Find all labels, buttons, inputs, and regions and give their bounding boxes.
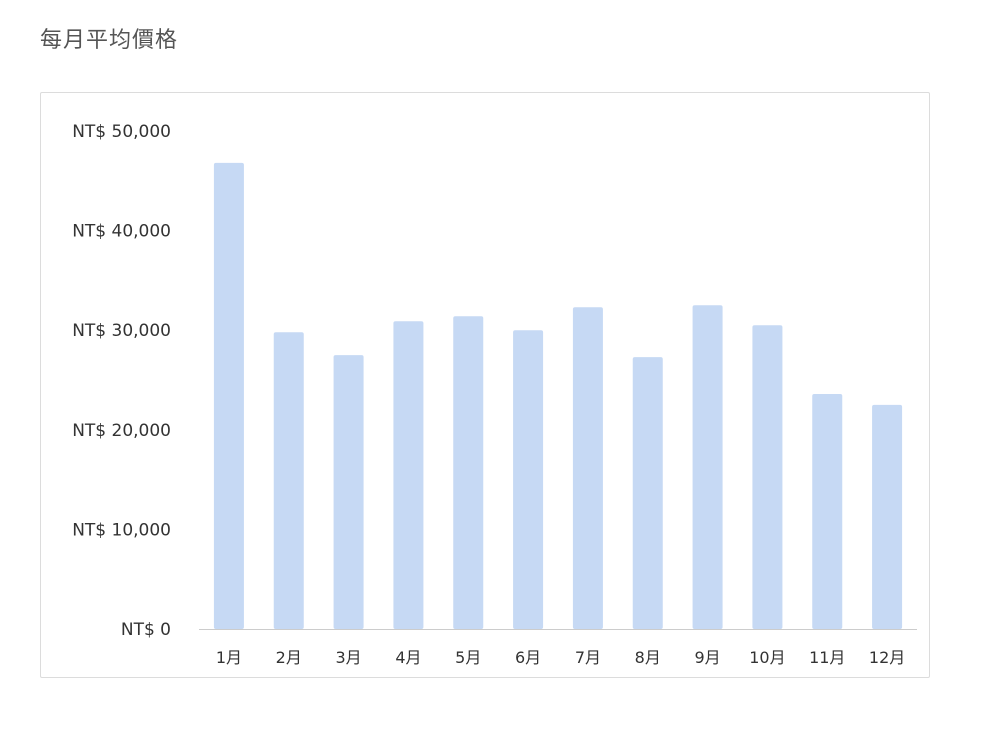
y-tick-label: NT$ 20,000 — [72, 421, 171, 441]
chart-card: NT$ 0 NT$ 10,000 NT$ 20,000 NT$ 30,000 NT$ 4… — [40, 92, 930, 678]
x-tick-label: 9月 — [694, 648, 720, 667]
x-tick-label: 10月 — [749, 648, 785, 667]
bar-chart: NT$ 0 NT$ 10,000 NT$ 20,000 NT$ 30,000 NT$ 4… — [72, 122, 917, 667]
y-tick-label: NT$ 30,000 — [72, 321, 171, 341]
section-title: 每月平均價格 — [40, 28, 179, 53]
y-tick-label: NT$ 50,000 — [72, 122, 171, 142]
x-tick-label: 1月 — [216, 648, 242, 667]
bar[interactable] — [692, 305, 723, 629]
bar[interactable] — [572, 307, 603, 629]
x-tick-label: 11月 — [809, 648, 845, 667]
x-tick-label: 4月 — [395, 648, 421, 667]
x-tick-label: 2月 — [276, 648, 302, 667]
y-tick-label: NT$ 10,000 — [72, 520, 171, 540]
x-tick-label: 8月 — [635, 648, 661, 667]
bar[interactable] — [812, 393, 843, 629]
bar[interactable] — [453, 316, 484, 629]
y-tick-label: NT$ 40,000 — [72, 222, 171, 242]
bar[interactable] — [752, 325, 783, 629]
bar[interactable] — [273, 332, 304, 629]
bar[interactable] — [393, 321, 424, 629]
bar[interactable] — [513, 330, 544, 629]
x-tick-label: 12月 — [869, 648, 905, 667]
x-tick-label: 5月 — [455, 648, 481, 667]
x-tick-label: 6月 — [515, 648, 541, 667]
bar[interactable] — [213, 162, 244, 629]
x-tick-label: 7月 — [575, 648, 601, 667]
y-tick-label: NT$ 0 — [121, 620, 171, 640]
bar[interactable] — [333, 355, 364, 629]
bar[interactable] — [872, 404, 903, 629]
x-tick-label: 3月 — [335, 648, 361, 667]
bar[interactable] — [632, 357, 663, 629]
